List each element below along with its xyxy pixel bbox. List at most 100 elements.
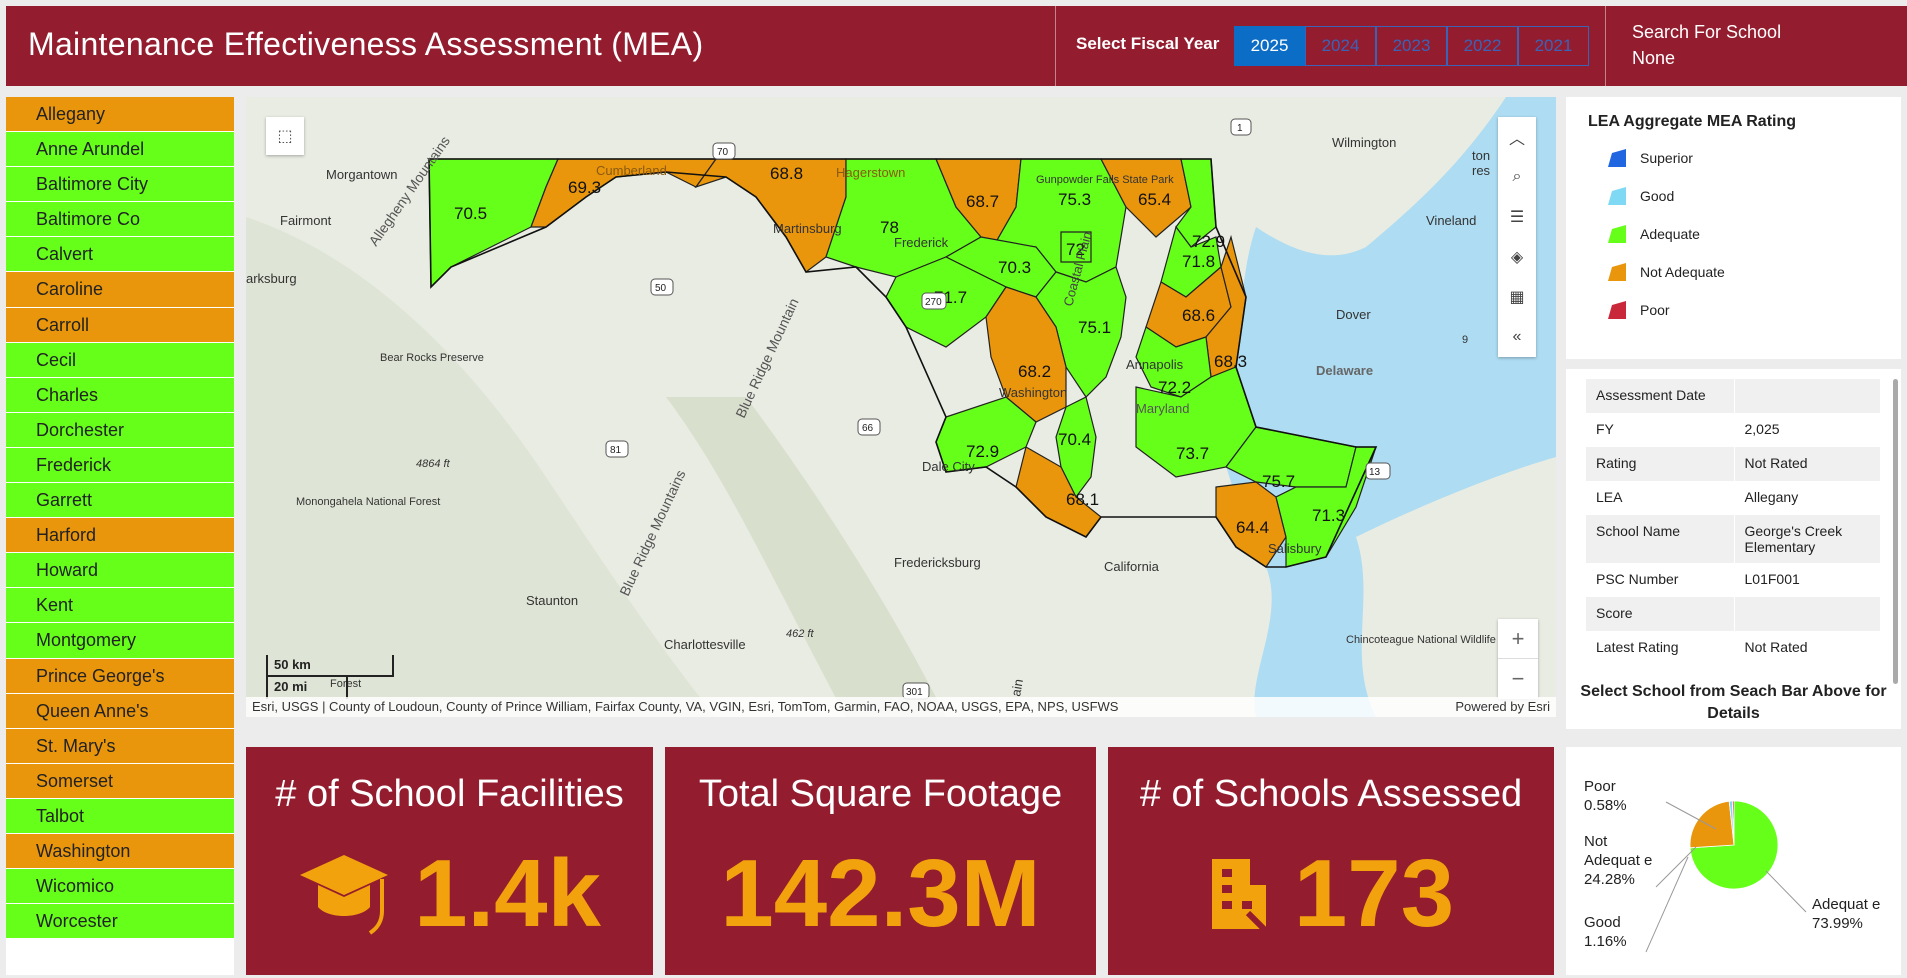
lea-item[interactable]: Worcester	[6, 904, 234, 940]
details-label: PSC Number	[1586, 563, 1735, 597]
lea-item[interactable]: St. Mary's	[6, 728, 234, 764]
place-label: res	[1472, 163, 1491, 178]
lea-item[interactable]: Calvert	[6, 237, 234, 273]
search-icon[interactable]: ⌕	[1512, 168, 1522, 185]
lea-item[interactable]: Howard	[6, 553, 234, 589]
place-label: Fredericksburg	[894, 555, 981, 570]
place-label: Staunton	[526, 593, 578, 608]
score-label: 72.9	[1192, 232, 1225, 251]
lea-item[interactable]: Anne Arundel	[6, 132, 234, 168]
score-label: 75.3	[1058, 190, 1091, 209]
rating-pie-chart	[1645, 800, 1807, 953]
lea-item[interactable]: Dorchester	[6, 412, 234, 448]
place-label: California	[1104, 559, 1160, 574]
pie-label-poor: Poor 0.58%	[1584, 777, 1627, 815]
lea-item[interactable]: Prince George's	[6, 658, 234, 694]
pie-leader-line	[1645, 856, 1689, 953]
legend-panel: LEA Aggregate MEA Rating Superior Good Ade…	[1566, 97, 1901, 359]
road-shield: 1	[1230, 118, 1252, 136]
place-label: Wilmington	[1332, 135, 1396, 150]
lea-item[interactable]: Queen Anne's	[6, 693, 234, 729]
place-label: Annapolis	[1126, 357, 1184, 372]
place-label: Morgantown	[326, 167, 398, 182]
county-calvert[interactable]	[1055, 396, 1097, 499]
place-label: 9	[1462, 334, 1468, 346]
place-label: Bear Rocks Preserve	[380, 352, 484, 364]
svg-text:50: 50	[655, 283, 667, 294]
legend-swatch	[1608, 301, 1626, 319]
graduation-cap-icon	[298, 851, 390, 937]
search-school-value[interactable]: None	[1632, 48, 1676, 68]
pie-slice[interactable]	[1731, 800, 1735, 846]
details-value: Not Rated	[1734, 447, 1880, 481]
county-worcester[interactable]	[1275, 446, 1377, 568]
legend-item: Good	[1606, 185, 1674, 207]
lea-item[interactable]: Kent	[6, 588, 234, 624]
lea-item[interactable]: Carroll	[6, 307, 234, 343]
pie-slice[interactable]	[1689, 800, 1735, 849]
map-canvas[interactable]: 70.5 69.3 68.8 78 68.7 75.3 65.4 72.9 72…	[246, 97, 1556, 717]
double-chevron-left-icon[interactable]: «	[1512, 328, 1522, 345]
pie-label-adequate: Adequat e 73.99%	[1812, 895, 1892, 933]
place-label: 462 ft	[786, 628, 814, 640]
details-row: Latest Rating Not Rated	[1586, 631, 1880, 665]
list-icon[interactable]: ☰	[1509, 209, 1525, 226]
chevron-up-icon[interactable]: ︿	[1508, 131, 1525, 148]
fy-button-2024[interactable]: 2024	[1305, 26, 1376, 66]
pie-label-pct: 1.16%	[1584, 933, 1627, 950]
score-label: 70.5	[454, 204, 487, 223]
lea-item[interactable]: Washington	[6, 833, 234, 870]
fy-button-2025[interactable]: 2025	[1234, 26, 1305, 66]
details-label: School Name	[1586, 515, 1735, 563]
road-shields: 1 70 50 270 66 81 13 301	[605, 118, 1391, 700]
qr-icon[interactable]: ▦	[1509, 289, 1525, 306]
layers-icon[interactable]: ◈	[1510, 249, 1524, 266]
fy-button-2022[interactable]: 2022	[1447, 26, 1518, 66]
lea-list: Allegany Anne Arundel Baltimore City Baltim…	[6, 97, 234, 975]
lea-item[interactable]: Montgomery	[6, 623, 234, 659]
svg-text:13: 13	[1369, 467, 1381, 478]
county-prince-georges[interactable]	[985, 286, 1067, 423]
scrollbar[interactable]	[1893, 379, 1898, 684]
place-label: Frederick	[894, 235, 949, 250]
details-table: Assessment Date FY 2,025 Rating Not Rated LEA…	[1586, 379, 1880, 665]
place-label: Charlottesville	[664, 637, 746, 652]
fy-button-2023[interactable]: 2023	[1376, 26, 1447, 66]
score-label: 72	[1066, 240, 1085, 259]
lea-item[interactable]: Talbot	[6, 798, 234, 834]
search-school-label: Search For School	[1632, 22, 1782, 42]
place-label: Vineland	[1426, 213, 1476, 228]
lea-item[interactable]: Baltimore Co	[6, 202, 234, 238]
lea-item[interactable]: Frederick	[6, 447, 234, 484]
lea-item[interactable]: Harford	[6, 518, 234, 554]
lea-item[interactable]: Charles	[6, 377, 234, 413]
lea-item[interactable]: Baltimore City	[6, 167, 234, 203]
place-label: ton	[1472, 148, 1490, 163]
lea-item[interactable]: Somerset	[6, 763, 234, 799]
lea-item[interactable]: Cecil	[6, 342, 234, 378]
score-label: 72.9	[966, 442, 999, 461]
fy-button-2021[interactable]: 2021	[1518, 26, 1589, 66]
lea-item[interactable]: Allegany	[6, 97, 234, 133]
details-label: Latest Rating	[1586, 631, 1735, 665]
powered-by-esri[interactable]: Powered by Esri	[1455, 699, 1550, 714]
pie-leader-line	[1665, 801, 1717, 830]
select-icon[interactable]: ⬚	[266, 117, 304, 155]
place-label: Hagerstown	[836, 165, 905, 180]
legend-item: Adequate	[1606, 223, 1700, 245]
zoom-in-icon[interactable]: +	[1498, 619, 1538, 659]
map-panel[interactable]: 70.5 69.3 68.8 78 68.7 75.3 65.4 72.9 72…	[246, 97, 1556, 717]
score-label: 71.3	[1312, 506, 1345, 525]
pie-label-name: Not Adequat e	[1584, 833, 1653, 869]
legend-title: LEA Aggregate MEA Rating	[1588, 113, 1797, 130]
county-baltimore-city[interactable]	[1060, 231, 1092, 263]
lea-item[interactable]: Garrett	[6, 483, 234, 519]
lea-item[interactable]: Wicomico	[6, 869, 234, 905]
legend-label: Adequate	[1640, 226, 1700, 242]
details-hint: Select School from Seach Bar Above for D…	[1580, 683, 1887, 722]
place-label: Salisbury	[1268, 541, 1322, 556]
score-label: 68.8	[770, 164, 803, 183]
lea-item[interactable]: Caroline	[6, 272, 234, 308]
rating-pie-panel: Poor 0.58% Not Adequat e 24.28% Good 1.1…	[1566, 747, 1901, 975]
zoom-out-icon[interactable]: −	[1511, 666, 1525, 691]
